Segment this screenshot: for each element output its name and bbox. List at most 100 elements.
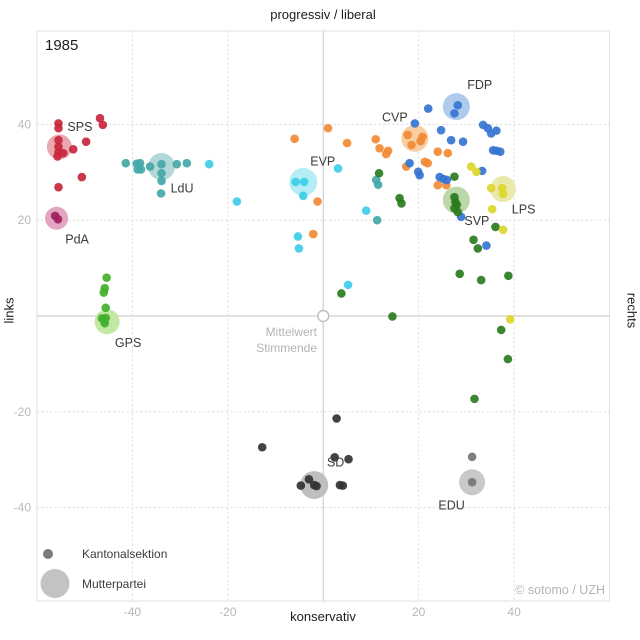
party-label-PdA: PdA <box>65 232 89 246</box>
data-point-EVP <box>204 159 214 169</box>
data-point-EVP <box>299 177 309 187</box>
data-point-SD <box>257 442 267 452</box>
data-point-SPS <box>53 152 62 161</box>
data-point-LPS <box>472 167 481 177</box>
data-point-EVP <box>333 164 343 173</box>
data-point-CVP <box>418 132 427 142</box>
data-point-SVP <box>453 207 463 217</box>
data-point-CVP <box>323 123 333 133</box>
party-label-LPS: LPS <box>512 203 536 217</box>
data-point-SD <box>338 481 348 490</box>
axis-label-konservativ: konservativ <box>290 609 356 624</box>
data-point-LdU <box>182 158 192 168</box>
data-point-SVP <box>450 172 459 181</box>
data-point-FDP <box>423 104 433 113</box>
data-point-CVP <box>403 130 412 140</box>
data-point-SVP <box>503 354 513 364</box>
year-title: 1985 <box>45 37 79 54</box>
axis-label-progressiv-liberal: progressiv / liberal <box>270 7 376 22</box>
data-point-SD <box>344 454 353 464</box>
data-point-LdU <box>157 176 166 186</box>
data-point-SVP <box>473 244 483 253</box>
data-point-SPS <box>81 137 91 146</box>
data-point-FDP <box>458 137 468 146</box>
data-point-GPS <box>99 288 109 297</box>
data-point-SVP <box>397 199 406 208</box>
data-point-SVP <box>470 394 479 404</box>
data-point-SD <box>296 481 306 490</box>
data-point-SD <box>332 414 341 423</box>
data-point-FDP <box>442 175 452 185</box>
data-point-LdU <box>145 162 155 171</box>
data-point-CVP <box>443 148 453 158</box>
data-point-SPS <box>77 172 87 182</box>
data-point-SVP <box>491 222 500 232</box>
data-point-LdU <box>372 215 382 225</box>
y-tick-label: -40 <box>14 501 32 515</box>
data-point-EDU <box>467 452 477 462</box>
data-point-CVP <box>313 197 322 206</box>
party-label-SD: SD <box>327 456 344 470</box>
party-label-EDU: EDU <box>438 499 464 513</box>
data-point-CVP <box>290 134 299 144</box>
data-point-CVP <box>381 149 391 159</box>
x-tick-label: -20 <box>219 605 237 619</box>
party-label-CVP: CVP <box>382 111 408 125</box>
data-point-EVP <box>298 191 308 201</box>
mean-voters-annotation: Mittelwert Stimmende <box>256 325 317 355</box>
party-label-SPS: SPS <box>67 120 92 134</box>
data-point-SVP <box>455 269 464 279</box>
data-point-SVP <box>476 275 486 285</box>
data-point-SVP <box>374 168 384 178</box>
data-point-FDP <box>410 119 420 128</box>
legend-kantonalsektion-dot <box>43 549 53 559</box>
data-point-SD <box>312 481 321 491</box>
data-point-SPS <box>68 145 78 154</box>
data-point-LdU <box>133 165 142 174</box>
data-point-CVP <box>407 140 416 150</box>
data-point-FDP <box>482 241 491 250</box>
data-point-LPS <box>505 315 515 324</box>
data-point-FDP <box>450 109 459 118</box>
party-label-GPS: GPS <box>115 336 141 350</box>
data-point-LdU <box>157 159 166 169</box>
party-label-FDP: FDP <box>467 78 492 92</box>
data-point-EVP <box>291 177 300 187</box>
data-point-EVP <box>293 232 303 241</box>
data-point-CVP <box>433 180 443 190</box>
data-point-FDP <box>453 100 463 110</box>
data-point-FDP <box>415 170 424 180</box>
data-point-FDP <box>446 135 456 145</box>
data-point-LdU <box>172 159 182 169</box>
data-point-GPS <box>100 318 110 328</box>
data-point-SVP <box>337 289 346 298</box>
data-point-CVP <box>433 147 443 157</box>
axis-label-rechts: rechts <box>624 292 640 329</box>
data-point-CVP <box>371 134 381 144</box>
data-point-LdU <box>157 168 166 178</box>
data-point-LPS <box>487 204 497 214</box>
copyright-note: © sotomo / UZH <box>515 583 605 597</box>
data-point-FDP <box>492 126 501 135</box>
data-point-EVP <box>361 206 371 215</box>
data-point-CVP <box>342 138 352 148</box>
data-point-SPS <box>95 113 105 123</box>
x-tick-label: 20 <box>412 605 426 619</box>
party-label-LdU: LdU <box>171 182 194 196</box>
data-point-PdA <box>53 214 63 224</box>
legend-mutterpartei-circle <box>40 569 70 598</box>
data-point-CVP <box>375 144 384 153</box>
data-point-SPS <box>54 123 63 133</box>
data-point-EDU <box>467 477 477 487</box>
data-point-LPS <box>466 162 476 171</box>
legend-label-kantonalsektion: Kantonalsektion <box>82 547 168 561</box>
data-point-SVP <box>388 312 397 321</box>
data-point-LdU <box>156 189 166 198</box>
y-tick-label: 20 <box>18 213 32 227</box>
data-point-SPS <box>54 182 63 192</box>
party-label-EVP: EVP <box>310 154 335 168</box>
data-point-CVP <box>308 229 318 239</box>
data-point-SVP <box>504 271 513 281</box>
